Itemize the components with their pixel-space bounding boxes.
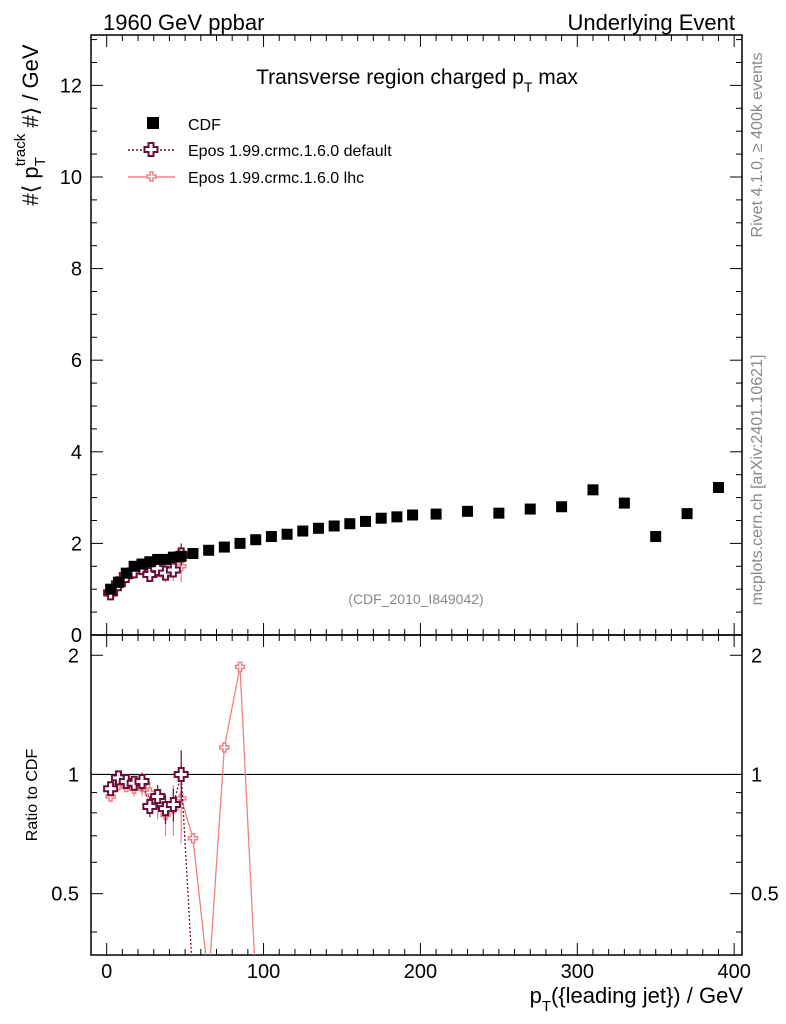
cdf-data-point <box>328 520 340 532</box>
header-right: Underlying Event <box>567 10 735 35</box>
main-ylabel-sub: T <box>32 157 49 166</box>
cdf-data-point <box>618 497 630 509</box>
x-tick-label: 0 <box>101 961 112 983</box>
legend: CDF Epos 1.99.crmc.1.6.0 default Epos 1.… <box>128 117 392 187</box>
ratio-default-point <box>142 799 158 815</box>
main-ylabel-post: #⟩ / GeV <box>18 44 43 134</box>
ratio-y-tick-label-right: 1 <box>751 764 762 786</box>
cdf-data-point <box>203 544 215 556</box>
cdf-data-point <box>234 537 246 549</box>
ratio-default-point <box>103 781 119 797</box>
ratio-y-tick-label-right: 2 <box>751 645 762 667</box>
xlabel-sub: T <box>542 998 551 1015</box>
cdf-data-point <box>136 558 148 570</box>
x-axis-label: pT({leading jet}) / GeV <box>530 983 744 1015</box>
cdf-data-point <box>187 547 199 559</box>
ratio-frame <box>90 634 743 956</box>
ratio-default-point <box>150 788 166 804</box>
ratio-default-point <box>165 796 181 812</box>
x-tick-label: 200 <box>404 961 437 983</box>
cdf-data-point <box>128 560 140 572</box>
ratio-default-point <box>118 773 134 789</box>
ratio-lhc-line <box>110 666 256 955</box>
legend-default-label: Epos 1.99.crmc.1.6.0 default <box>188 143 392 160</box>
main-title-sub: T <box>524 79 533 95</box>
main-y-tick-label: 4 <box>71 442 82 464</box>
ratio-series-group <box>103 661 256 955</box>
ratio-lhc-point <box>234 661 246 673</box>
main-ylabel-sup: track <box>12 133 29 166</box>
ratio-y-tick-label: 2 <box>68 645 79 667</box>
cdf-data-point <box>344 518 356 530</box>
analysis-watermark: (CDF_2010_I849042) <box>348 591 483 607</box>
main-y-axis-label: #⟨ pTtrack #⟩ / GeV <box>12 44 49 205</box>
mcplots-label: mcplots.cern.ch [arXiv:2401.10621] <box>749 355 766 606</box>
main-y-tick-label: 12 <box>60 75 82 97</box>
ratio-y-tick-label: 1 <box>68 764 79 786</box>
cdf-data-point <box>556 501 568 513</box>
cdf-data-point <box>281 528 293 540</box>
legend-cdf-marker <box>147 117 159 129</box>
main-title: Transverse region charged pT max <box>256 66 578 95</box>
cdf-data-point <box>175 550 187 562</box>
x-tick-label: 100 <box>247 961 280 983</box>
main-default-point <box>165 562 181 578</box>
ratio-default-point <box>134 773 150 789</box>
cdf-data-point <box>681 508 693 520</box>
cdf-data-point <box>524 503 536 515</box>
cdf-data-point <box>152 553 164 565</box>
cdf-data-point <box>493 507 505 519</box>
rivet-label: Rivet 4.1.0, ≥ 400k events <box>749 53 766 238</box>
cdf-data-point <box>407 509 419 521</box>
header-left: 1960 GeV ppbar <box>103 10 264 35</box>
main-title-text: Transverse region charged p <box>256 66 524 89</box>
cdf-data-point <box>297 525 309 537</box>
x-tick-label: 300 <box>561 961 594 983</box>
cdf-data-point <box>430 508 442 520</box>
main-y-tick-label: 6 <box>71 350 82 372</box>
main-y-tick-label: 8 <box>71 259 82 281</box>
main-y-tick-label: 2 <box>71 533 82 555</box>
xlabel-post: ({leading jet}) / GeV <box>551 983 743 1008</box>
cdf-data-point <box>167 551 179 563</box>
ratio-lhc-point <box>187 833 199 844</box>
legend-lhc-marker <box>146 171 157 182</box>
cdf-data-point <box>218 541 230 553</box>
ratio-y-tick-label: 0.5 <box>51 884 79 906</box>
ratio-y-axis-label: Ratio to CDF <box>24 749 41 842</box>
cdf-data-point <box>650 531 662 543</box>
cdf-data-point <box>312 522 324 534</box>
cdf-data-point <box>587 484 599 496</box>
ratio-default-point <box>173 766 189 782</box>
legend-default-marker <box>143 142 159 157</box>
cdf-data-point <box>375 512 387 524</box>
main-y-tick-label: 0 <box>71 625 82 647</box>
cdf-data-point <box>120 567 132 579</box>
cdf-data-point <box>144 556 156 568</box>
x-tick-label: 400 <box>717 961 750 983</box>
main-ylabel-pre: #⟨ p <box>18 166 43 205</box>
ratio-lhc-point <box>219 742 230 753</box>
cdf-data-point <box>461 505 473 517</box>
cdf-data-point <box>160 553 172 565</box>
cdf-data-point <box>105 583 117 595</box>
legend-cdf-label: CDF <box>188 117 221 134</box>
cdf-data-point <box>112 576 124 588</box>
cdf-data-point <box>712 482 724 494</box>
ratio-y-tick-label-right: 0.5 <box>751 884 779 906</box>
main-y-tick-label: 10 <box>60 167 82 189</box>
cdf-data-point <box>360 515 372 527</box>
cdf-data-point <box>391 511 403 523</box>
cdf-data-point <box>250 534 262 546</box>
main-title-tail: max <box>532 66 578 89</box>
xlabel-pre: p <box>530 983 542 1008</box>
cdf-data-point <box>265 531 277 543</box>
legend-lhc-label: Epos 1.99.crmc.1.6.0 lhc <box>188 170 364 187</box>
